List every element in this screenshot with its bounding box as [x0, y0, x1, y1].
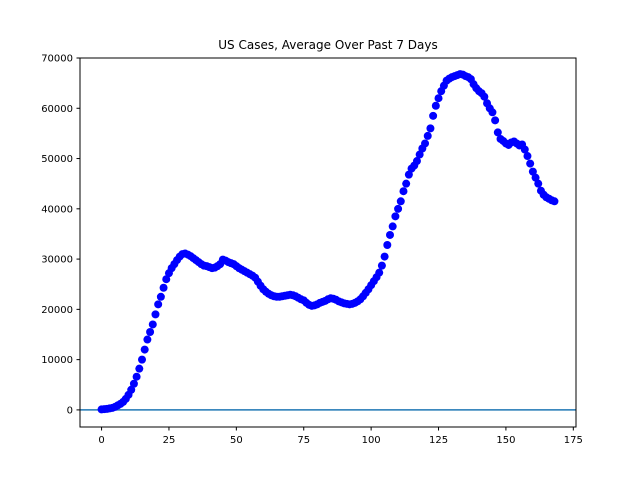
- data-point: [148, 320, 157, 329]
- data-point: [491, 116, 500, 125]
- data-point: [480, 92, 489, 101]
- data-point: [132, 372, 141, 381]
- data-point: [377, 261, 386, 270]
- data-point: [531, 173, 540, 182]
- y-axis: 0 10000 20000 30000 40000 50000 60000 70000: [41, 54, 80, 416]
- data-point: [404, 170, 413, 179]
- y-tick-label: 10000: [41, 355, 73, 366]
- y-tick-label: 70000: [41, 54, 73, 65]
- data-point: [523, 152, 532, 161]
- data-point: [396, 197, 405, 206]
- data-point: [394, 204, 403, 213]
- y-tick-label: 40000: [41, 204, 73, 215]
- data-point: [159, 283, 168, 292]
- chart-title: US Cases, Average Over Past 7 Days: [218, 38, 437, 52]
- data-point: [386, 230, 394, 239]
- data-point: [162, 275, 171, 284]
- data-point: [431, 101, 440, 110]
- data-point: [388, 222, 397, 231]
- x-axis: 0 25 50 75 100 125 150 175: [98, 427, 583, 446]
- data-point: [520, 145, 529, 154]
- y-tick-label: 30000: [41, 255, 73, 266]
- data-point: [156, 292, 165, 301]
- x-tick-label: 50: [230, 435, 243, 446]
- data-point: [493, 128, 502, 137]
- data-point: [380, 252, 389, 261]
- data-point: [140, 345, 149, 354]
- data-point: [429, 111, 438, 120]
- data-point: [154, 300, 163, 309]
- data-point: [375, 268, 384, 277]
- data-point: [412, 157, 421, 166]
- x-tick-label: 0: [98, 435, 104, 446]
- data-point: [146, 327, 155, 336]
- y-tick-label: 0: [67, 405, 73, 416]
- x-tick-label: 25: [163, 435, 176, 446]
- data-point: [391, 212, 400, 221]
- data-point: [402, 179, 411, 188]
- data-point: [534, 179, 543, 188]
- x-tick-label: 75: [297, 435, 310, 446]
- y-tick-label: 60000: [41, 104, 73, 115]
- data-point: [399, 187, 408, 196]
- data-point: [135, 364, 144, 373]
- data-point: [143, 335, 152, 344]
- data-point: [151, 310, 160, 319]
- data-point: [138, 355, 146, 364]
- data-point: [127, 385, 136, 394]
- data-point: [129, 379, 138, 388]
- x-tick-label: 150: [496, 435, 515, 446]
- data-point: [528, 167, 537, 176]
- data-point: [421, 139, 430, 148]
- data-point: [423, 131, 432, 140]
- x-tick-label: 100: [362, 435, 381, 446]
- plot-area: [80, 70, 576, 414]
- data-point: [488, 108, 497, 117]
- data-point: [526, 159, 535, 168]
- y-tick-label: 20000: [41, 305, 73, 316]
- data-point: [415, 150, 424, 159]
- y-tick-label: 50000: [41, 154, 73, 165]
- x-tick-label: 175: [564, 435, 583, 446]
- x-tick-label: 125: [429, 435, 448, 446]
- data-point: [550, 197, 559, 206]
- data-point: [383, 241, 392, 250]
- data-point: [426, 124, 435, 133]
- data-point: [434, 94, 443, 103]
- axes-frame: [79, 57, 577, 428]
